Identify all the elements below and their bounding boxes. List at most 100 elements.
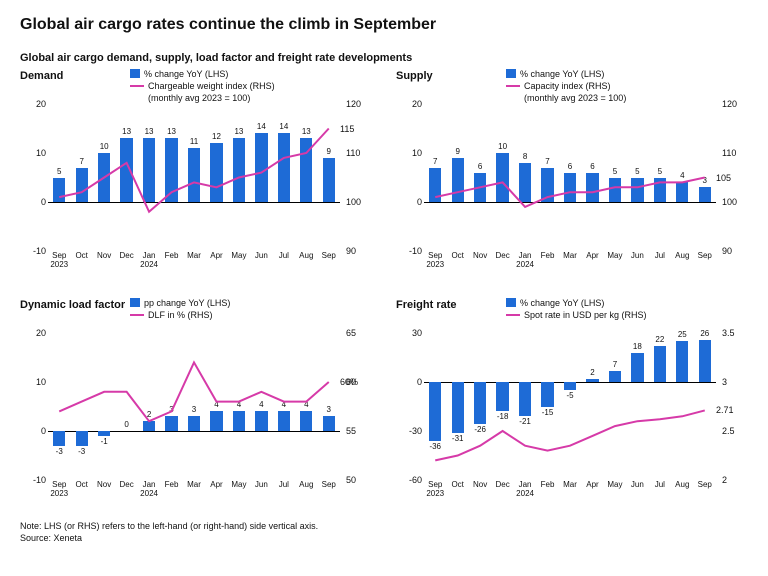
xtick: Sep 2023 bbox=[426, 251, 444, 269]
legend-label: % change YoY (LHS) bbox=[144, 68, 228, 80]
xtick: Feb bbox=[541, 480, 555, 489]
ytick-left: -10 bbox=[20, 246, 46, 256]
xtick: May bbox=[231, 251, 246, 260]
note-line: Note: LHS (or RHS) refers to the left-ha… bbox=[20, 520, 748, 532]
ytick-left: 0 bbox=[20, 426, 46, 436]
xtick: Sep bbox=[322, 251, 336, 260]
xtick: Jul bbox=[655, 480, 665, 489]
y-axis-left: -1001020 bbox=[20, 104, 46, 251]
legend-label: Spot rate in USD per kg (RHS) bbox=[524, 309, 647, 321]
plot-area: -36-31-26-18-21-15-527182225262.71 bbox=[424, 333, 716, 480]
xtick: Jan 2024 bbox=[516, 480, 534, 498]
xtick: Apr bbox=[210, 251, 222, 260]
xtick: Jan 2024 bbox=[140, 251, 158, 269]
ytick-right: 120 bbox=[346, 99, 372, 109]
legend-swatch-bar bbox=[506, 298, 516, 307]
line-end-label: 115 bbox=[340, 124, 354, 134]
legend-label: Chargeable weight index (RHS) (monthly a… bbox=[148, 80, 275, 104]
legend-label: pp change YoY (LHS) bbox=[144, 297, 230, 309]
xtick: Sep 2023 bbox=[50, 251, 68, 269]
xtick: Nov bbox=[97, 251, 111, 260]
line-end-label: 60% bbox=[340, 377, 358, 387]
sub-title: Global air cargo demand, supply, load fa… bbox=[20, 52, 748, 64]
xtick: Feb bbox=[541, 251, 555, 260]
line-series bbox=[424, 333, 716, 480]
legend-label: Capacity index (RHS) (monthly avg 2023 =… bbox=[524, 80, 626, 104]
note-line: Source: Xeneta bbox=[20, 532, 748, 544]
xtick: Sep bbox=[698, 251, 712, 260]
xtick: May bbox=[607, 480, 622, 489]
ytick-left: 0 bbox=[20, 197, 46, 207]
xtick: Dec bbox=[119, 251, 133, 260]
plot-area: -3-3-1023344444360% bbox=[48, 333, 340, 480]
ytick-right: 110 bbox=[346, 148, 372, 158]
ytick-left: -60 bbox=[396, 475, 422, 485]
xtick: Jul bbox=[279, 251, 289, 260]
xtick: Mar bbox=[563, 480, 577, 489]
xtick: Dec bbox=[495, 480, 509, 489]
xtick: Sep 2023 bbox=[50, 480, 68, 498]
page: Global air cargo rates continue the clim… bbox=[0, 0, 768, 576]
chart-grid: Demand% change YoY (LHS)Chargeable weigh… bbox=[20, 70, 748, 510]
xtick: May bbox=[231, 480, 246, 489]
xtick: Nov bbox=[473, 480, 487, 489]
ytick-left: 0 bbox=[396, 377, 422, 387]
ytick-left: 20 bbox=[20, 99, 46, 109]
xtick: Oct bbox=[75, 480, 87, 489]
xtick: Jun bbox=[631, 251, 644, 260]
xtick: Mar bbox=[187, 251, 201, 260]
x-axis: Sep 2023OctNovDecJan 2024FebMarAprMayJun… bbox=[48, 251, 340, 273]
ytick-right: 90 bbox=[722, 246, 748, 256]
legend-swatch-line bbox=[506, 314, 520, 316]
panel-title: Freight rate bbox=[396, 299, 457, 311]
ytick-left: 10 bbox=[396, 148, 422, 158]
xtick: Jun bbox=[255, 251, 268, 260]
xtick: Jan 2024 bbox=[140, 480, 158, 498]
legend-label: % change YoY (LHS) bbox=[520, 68, 604, 80]
xtick: Oct bbox=[451, 251, 463, 260]
xtick: Sep 2023 bbox=[426, 480, 444, 498]
xtick: Feb bbox=[165, 480, 179, 489]
legend-swatch-bar bbox=[130, 298, 140, 307]
xtick: Jul bbox=[655, 251, 665, 260]
panel-title: Dynamic load factor bbox=[20, 299, 125, 311]
ytick-right: 3.5 bbox=[722, 328, 748, 338]
ytick-left: 20 bbox=[396, 99, 422, 109]
xtick: Jun bbox=[631, 480, 644, 489]
legend-swatch-bar bbox=[130, 69, 140, 78]
xtick: Oct bbox=[451, 480, 463, 489]
xtick: Oct bbox=[75, 251, 87, 260]
panel-title: Demand bbox=[20, 70, 63, 82]
ytick-right: 100 bbox=[722, 197, 748, 207]
x-axis: Sep 2023OctNovDecJan 2024FebMarAprMayJun… bbox=[48, 480, 340, 502]
x-axis: Sep 2023OctNovDecJan 2024FebMarAprMayJun… bbox=[424, 251, 716, 273]
ytick-right: 50 bbox=[346, 475, 372, 485]
xtick: Apr bbox=[586, 251, 598, 260]
ytick-right: 100 bbox=[346, 197, 372, 207]
xtick: Aug bbox=[299, 480, 313, 489]
legend-swatch-bar bbox=[506, 69, 516, 78]
legend: pp change YoY (LHS)DLF in % (RHS) bbox=[130, 297, 230, 321]
y-axis-left: -60-30030 bbox=[396, 333, 422, 480]
y-axis-left: -1001020 bbox=[396, 104, 422, 251]
xtick: Dec bbox=[495, 251, 509, 260]
footnote: Note: LHS (or RHS) refers to the left-ha… bbox=[20, 520, 748, 544]
ytick-left: -30 bbox=[396, 426, 422, 436]
xtick: Apr bbox=[586, 480, 598, 489]
xtick: Dec bbox=[119, 480, 133, 489]
y-axis-left: -1001020 bbox=[20, 333, 46, 480]
xtick: Jun bbox=[255, 480, 268, 489]
xtick: Sep bbox=[322, 480, 336, 489]
ytick-right: 90 bbox=[346, 246, 372, 256]
xtick: Aug bbox=[675, 480, 689, 489]
xtick: Mar bbox=[563, 251, 577, 260]
ytick-left: 0 bbox=[396, 197, 422, 207]
xtick: Apr bbox=[210, 480, 222, 489]
panel-demand: Demand % change YoY (LHS)Chargeable weigh… bbox=[20, 70, 372, 281]
xtick: Nov bbox=[473, 251, 487, 260]
ytick-right: 3 bbox=[722, 377, 748, 387]
panel-title: Supply bbox=[396, 70, 433, 82]
ytick-right: 2.5 bbox=[722, 426, 748, 436]
line-series bbox=[48, 104, 340, 251]
y-axis-right: 50556065 bbox=[346, 333, 372, 480]
